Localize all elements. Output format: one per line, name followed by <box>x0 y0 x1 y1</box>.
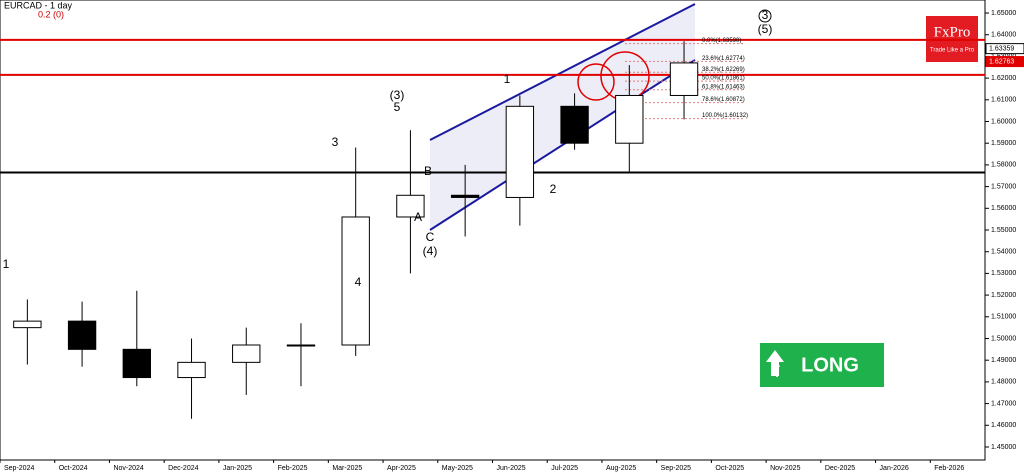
candle-body <box>560 105 589 144</box>
wave-label: (4) <box>423 244 438 258</box>
candle-body <box>177 361 206 379</box>
x-tick-label: Jul-2025 <box>551 465 578 472</box>
x-tick-label: Jun-2025 <box>497 465 526 472</box>
candle-body <box>67 320 97 350</box>
x-tick-label: Feb-2026 <box>934 465 964 472</box>
y-tick-label: 1.47000 <box>991 400 1016 407</box>
y-tick-label: 1.65000 <box>991 10 1016 17</box>
candle-body <box>232 344 261 363</box>
x-tick-label: Dec-2025 <box>825 465 855 472</box>
brand-name: FxPro <box>934 24 971 40</box>
x-tick-label: Oct-2025 <box>715 465 744 472</box>
x-tick-label: Oct-2024 <box>59 465 88 472</box>
fib-label: 100.0%(1.60132) <box>702 113 748 119</box>
x-tick-label: Mar-2025 <box>332 465 362 472</box>
candle-body <box>341 216 370 346</box>
brand-tagline: Trade Like a Pro <box>930 48 975 54</box>
arrow-icon <box>766 350 784 376</box>
x-tick-label: Apr-2025 <box>387 465 416 472</box>
x-tick-label: May-2025 <box>442 465 473 472</box>
y-tick-label: 1.53000 <box>991 270 1016 277</box>
fib-label: 61.8%(1.61463) <box>702 84 745 90</box>
y-tick-label: 1.52000 <box>991 292 1016 299</box>
candle-body <box>505 105 535 198</box>
price-tag <box>985 56 1024 68</box>
fib-label: 0.0%(1.63590) <box>702 38 741 44</box>
y-tick-label: 1.49000 <box>991 357 1016 364</box>
x-tick-label: Feb-2025 <box>278 465 308 472</box>
y-tick-label: 1.57000 <box>991 183 1016 190</box>
x-tick-label: Aug-2025 <box>606 465 636 472</box>
price-tag-label: 1.63359 <box>989 45 1014 52</box>
channel-line <box>429 3 696 141</box>
signal-label: LONG <box>801 354 859 376</box>
wave-label: 1 <box>3 257 10 271</box>
channel-line <box>429 59 696 231</box>
signal-badge <box>760 343 884 387</box>
candle-body <box>122 348 151 379</box>
wave-label: B <box>424 164 432 178</box>
x-tick-label: Nov-2024 <box>113 465 143 472</box>
x-tick-label: Jan-2025 <box>223 465 252 472</box>
plot-frame <box>0 0 986 461</box>
y-tick-label: 1.51000 <box>991 314 1016 321</box>
x-tick-label: Dec-2024 <box>168 465 198 472</box>
y-tick-label: 1.64000 <box>991 32 1016 39</box>
x-tick-label: Sep-2024 <box>4 465 34 472</box>
x-tick-label: Jan-2026 <box>880 465 909 472</box>
y-tick-label: 1.54000 <box>991 249 1016 256</box>
x-tick-label: Nov-2025 <box>770 465 800 472</box>
y-tick-label: 1.48000 <box>991 379 1016 386</box>
y-tick-label: 1.45000 <box>991 444 1016 451</box>
y-tick-label: 1.62000 <box>991 75 1016 82</box>
wave-label: 1 <box>504 72 511 86</box>
candle-body <box>450 194 480 198</box>
fib-label: 50.0%(1.61861) <box>702 76 745 82</box>
y-tick-label: 1.61000 <box>991 97 1016 104</box>
candle-body <box>286 344 316 347</box>
price-tag-label: 1.62763 <box>989 58 1014 65</box>
y-tick-label: 1.50000 <box>991 335 1016 342</box>
y-tick-label: 1.59000 <box>991 140 1016 147</box>
fib-label: 78.6%(1.60872) <box>702 97 745 103</box>
wave-label: (5) <box>758 22 773 36</box>
wave-label: (3) <box>390 88 405 102</box>
wave-label: 3 <box>332 135 339 149</box>
highlight-circle <box>577 63 615 101</box>
fib-label: 38.2%(1.62269) <box>702 67 745 73</box>
wave-label: 3 <box>762 8 769 22</box>
candle-body <box>669 62 699 96</box>
wave-label: C <box>426 230 435 244</box>
price-tag <box>985 43 1024 55</box>
y-tick-label: 1.58000 <box>991 162 1016 169</box>
wave-label: 4 <box>355 275 362 289</box>
wave-circle <box>758 9 772 23</box>
candle-body <box>615 94 644 144</box>
indicator-label: 0.2 (0) <box>38 9 64 19</box>
x-tick-label: Sep-2025 <box>661 465 691 472</box>
wave-label: 5 <box>394 100 401 114</box>
candle-body <box>13 320 42 329</box>
wave-label: 2 <box>550 182 557 196</box>
candle-body <box>396 194 425 218</box>
y-tick-label: 1.60000 <box>991 118 1016 125</box>
y-tick-label: 1.56000 <box>991 205 1016 212</box>
fib-label: 23.6%(1.62774) <box>702 56 745 62</box>
chart-title: EURCAD - 1 day <box>4 0 73 10</box>
wave-label: A <box>414 210 422 224</box>
y-tick-label: 1.55000 <box>991 227 1016 234</box>
y-tick-label: 1.46000 <box>991 422 1016 429</box>
